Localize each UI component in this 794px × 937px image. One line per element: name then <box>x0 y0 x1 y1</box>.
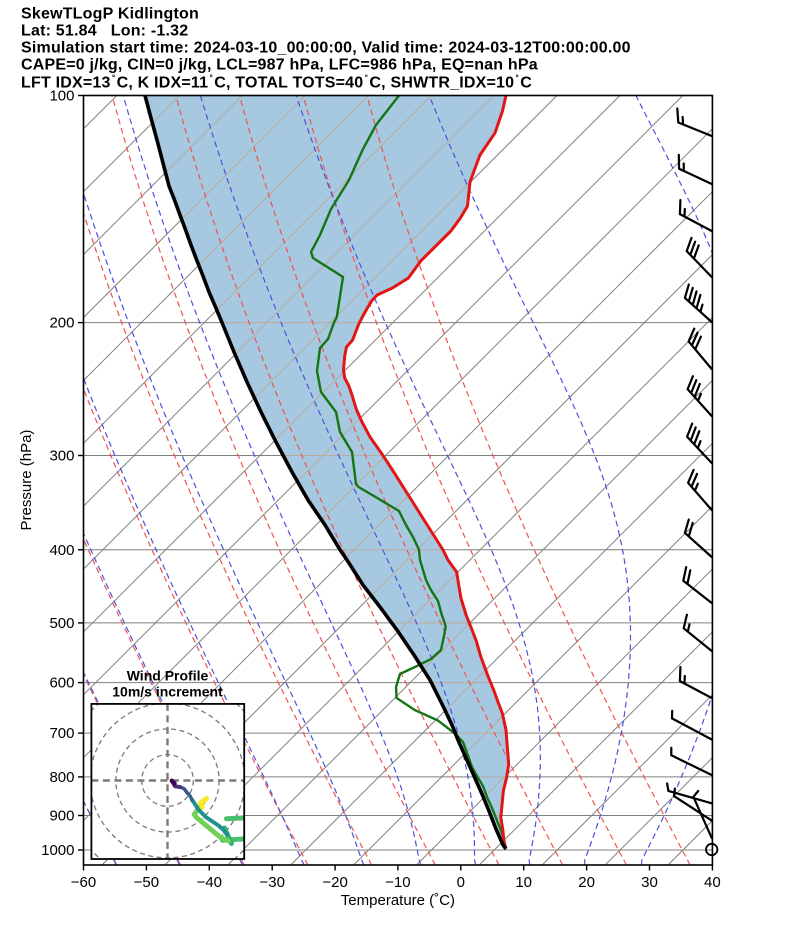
svg-text:10m/s increment: 10m/s increment <box>112 684 223 700</box>
svg-text:30: 30 <box>641 874 658 891</box>
svg-text:1000: 1000 <box>41 842 74 859</box>
svg-text:400: 400 <box>49 542 74 559</box>
svg-text:−20: −20 <box>322 874 347 891</box>
svg-text:−30: −30 <box>259 874 284 891</box>
svg-text:800: 800 <box>49 769 74 786</box>
svg-text:−10: −10 <box>385 874 410 891</box>
svg-text:Pressure (hPa): Pressure (hPa) <box>18 430 35 531</box>
svg-text:LFT IDX=13˚C, K IDX=11˚C, TOTA: LFT IDX=13 ˚C, K IDX=11 ˚C, TOTAL TOTS=40 ˚… <box>21 74 532 92</box>
svg-text:20: 20 <box>578 874 595 891</box>
svg-text:10: 10 <box>515 874 532 891</box>
svg-text:600: 600 <box>49 675 74 692</box>
svg-text:100: 100 <box>49 88 74 105</box>
svg-text:200: 200 <box>49 315 74 332</box>
svg-text:700: 700 <box>49 725 74 742</box>
svg-text:SkewTLogP Kidlington: SkewTLogP Kidlington <box>21 6 199 23</box>
svg-text:−60: −60 <box>71 874 96 891</box>
svg-text:Simulation start time: 2024-03: Simulation start time: 2024-03-10_00:00:… <box>21 40 631 57</box>
svg-text:CAPE=0 j/kg, CIN=0 j/kg, LCL=9: CAPE=0 j/kg, CIN=0 j/kg, LCL=987 hPa, LF… <box>21 57 538 74</box>
svg-text:−40: −40 <box>197 874 222 891</box>
svg-text:500: 500 <box>49 615 74 632</box>
svg-text:300: 300 <box>49 448 74 465</box>
svg-text:40: 40 <box>704 874 721 891</box>
svg-text:Wind Profile: Wind Profile <box>127 668 209 684</box>
svg-text:−50: −50 <box>134 874 159 891</box>
svg-text:Temperature (˚C): Temperature (˚C) <box>341 892 455 909</box>
svg-text:900: 900 <box>49 808 74 825</box>
svg-text:Lat: 51.84 Lon: -1.32: Lat: 51.84 Lon: -1.32 <box>21 23 188 40</box>
svg-text:0: 0 <box>457 874 465 891</box>
